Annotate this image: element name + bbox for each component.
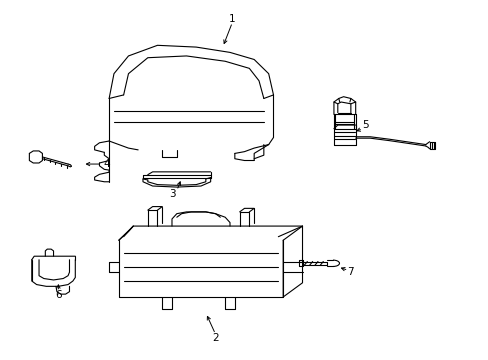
Text: 7: 7 (347, 267, 353, 277)
Text: 1: 1 (229, 14, 235, 24)
Text: 4: 4 (103, 159, 110, 169)
Text: 3: 3 (168, 189, 175, 199)
Text: 6: 6 (55, 290, 61, 300)
Text: 5: 5 (361, 120, 368, 130)
Text: 2: 2 (212, 333, 218, 343)
